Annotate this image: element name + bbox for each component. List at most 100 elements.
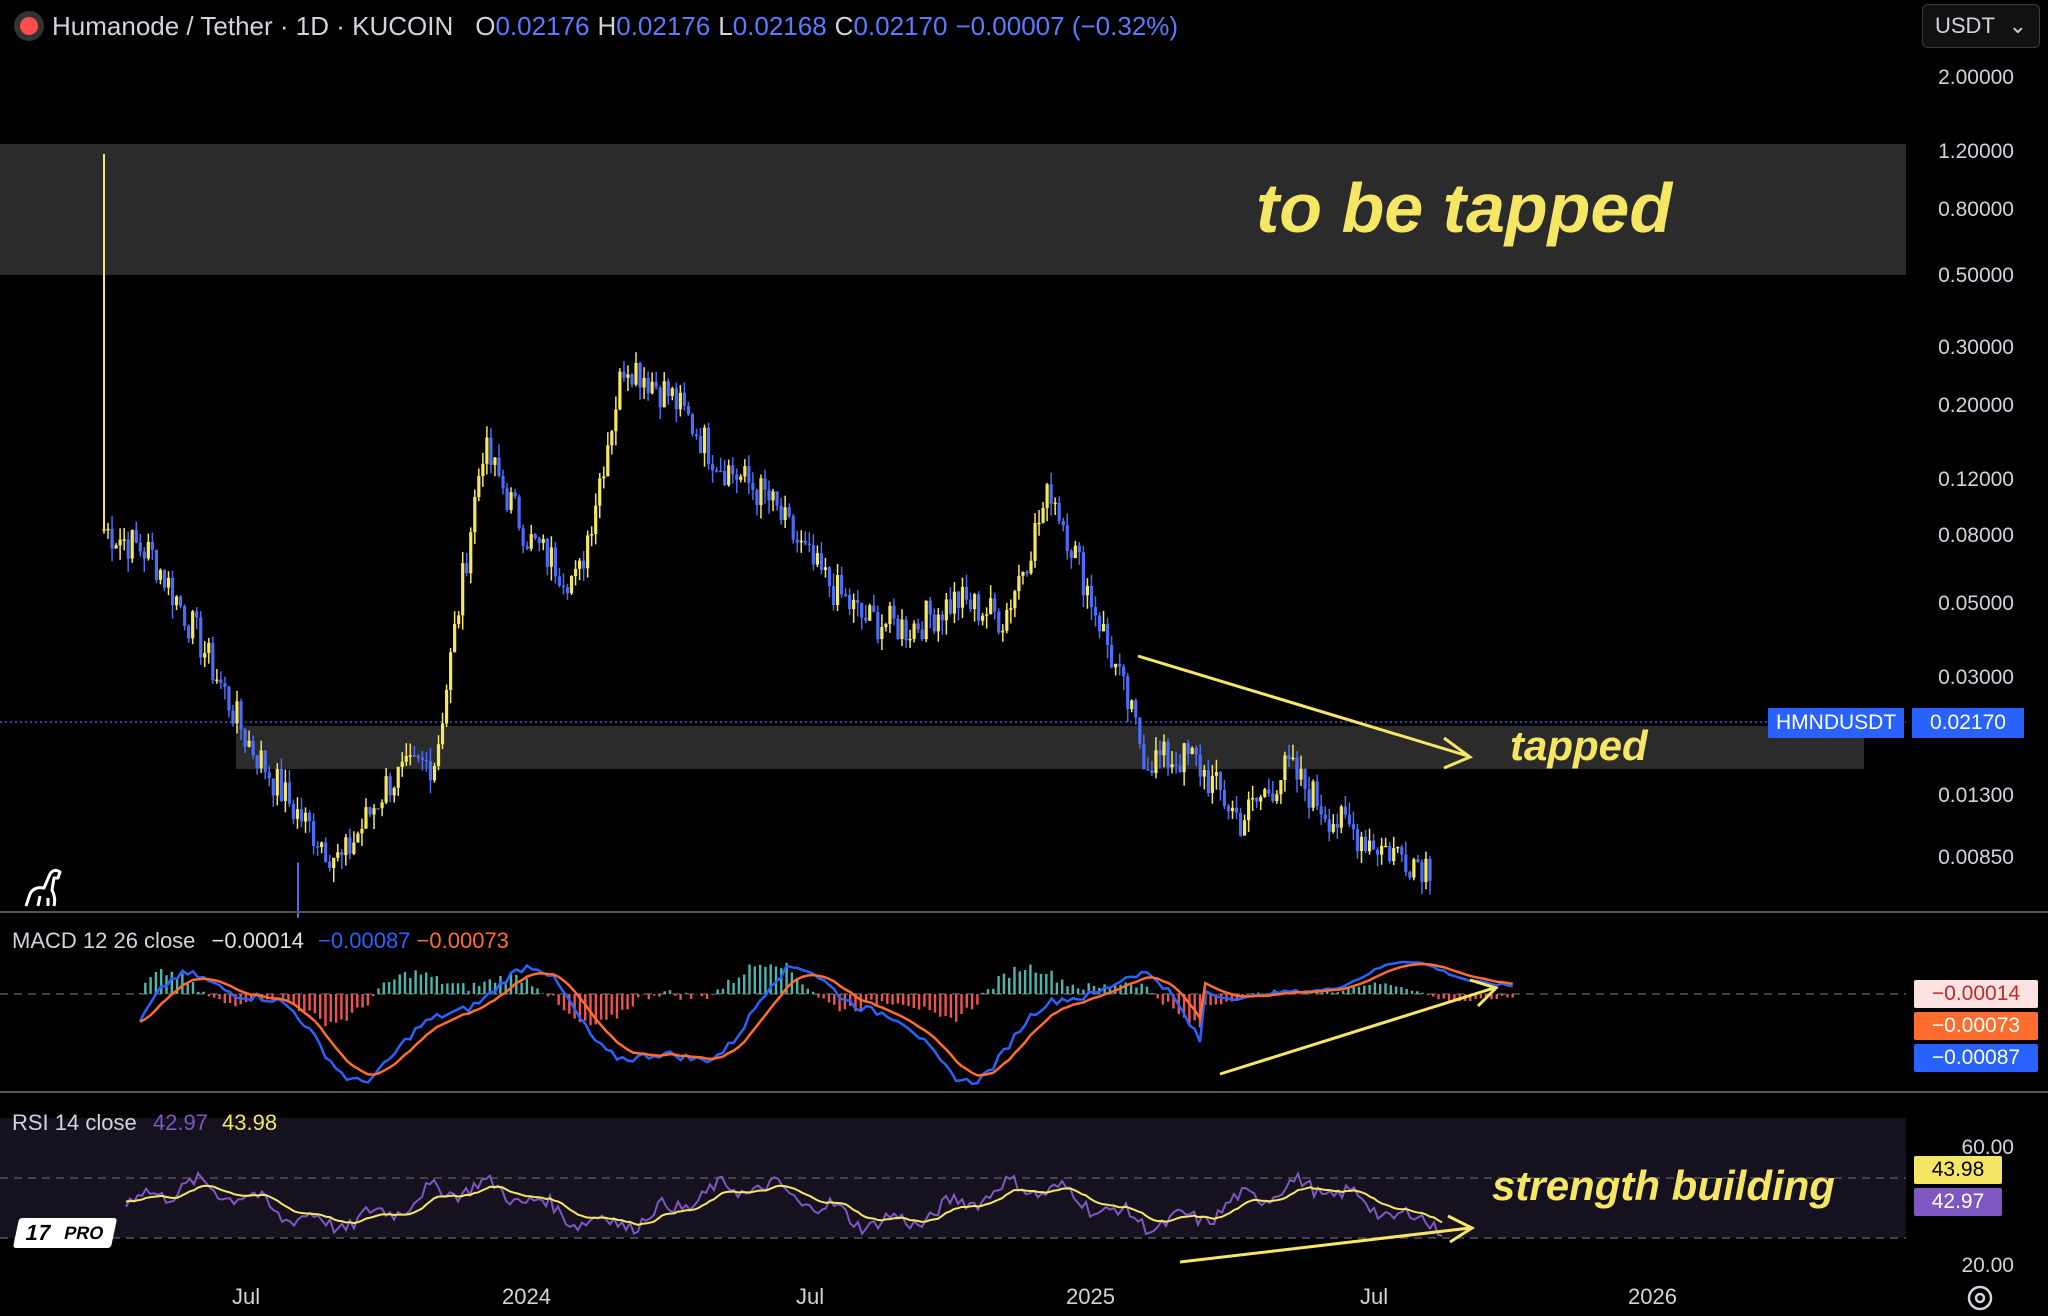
macd-hist-bar — [912, 994, 915, 1008]
candle-body — [747, 466, 751, 483]
macd-hist-bar — [599, 994, 603, 1020]
candle-body — [380, 802, 384, 809]
candle-body — [731, 465, 735, 475]
macd-hist-bar — [1209, 994, 1212, 1006]
candle-body — [477, 476, 481, 498]
candle-body — [735, 474, 739, 480]
macd-hist-bar — [658, 994, 661, 997]
macd-hist-bar — [1490, 994, 1493, 1000]
candle-body — [723, 470, 727, 486]
macd-hist-bar — [992, 988, 995, 994]
macd-hist-bar — [541, 993, 544, 994]
macd-hist-bar — [1474, 994, 1477, 1000]
macd-hist-bar — [425, 972, 428, 994]
macd-hist-bar — [1331, 992, 1334, 994]
candle-body — [856, 599, 860, 603]
candle-body — [126, 539, 130, 559]
price-axis-label: 0.80000 — [1938, 198, 2014, 221]
candle-body — [1190, 747, 1194, 755]
candle-body — [1045, 484, 1049, 508]
candle-body — [420, 757, 425, 760]
macd-hist-bar — [213, 994, 216, 998]
candle-body — [1053, 502, 1057, 505]
macd-hist-bar — [149, 977, 152, 994]
bottom-zone — [236, 726, 1864, 769]
candle-body — [755, 489, 759, 506]
candle-body — [1166, 741, 1170, 768]
macd-hist-bar — [891, 994, 894, 1005]
watermark-text: PRO — [62, 1222, 106, 1243]
tradingview-logo: 17 PRO — [12, 1218, 117, 1248]
macd-hist-bar — [1172, 994, 1175, 1009]
candle-body — [569, 576, 574, 594]
macd-hist-bar — [1363, 985, 1366, 994]
rsi-legend[interactable]: RSI 14 close 42.97 43.98 — [12, 1110, 277, 1136]
candle-body — [646, 377, 650, 394]
candle-body — [610, 431, 614, 446]
candle-body — [908, 638, 912, 641]
candle-body — [1214, 772, 1218, 776]
macd-hist-bar — [483, 981, 486, 994]
macd-hist-bar — [366, 994, 370, 1006]
candle-body — [1355, 829, 1360, 852]
candle-body — [658, 387, 662, 408]
candle-body — [860, 602, 864, 618]
macd-hist-bar — [1156, 994, 1159, 999]
candle-body — [118, 539, 122, 546]
macd-hist-bar — [1495, 994, 1498, 1000]
candle-body — [1210, 775, 1214, 794]
candle-body — [440, 723, 445, 745]
macd-hist-bar — [827, 994, 831, 1003]
candle-body — [618, 371, 622, 410]
macd-hist-bar — [1193, 994, 1196, 1021]
candle-body — [1327, 819, 1331, 832]
macd-hist-bar — [1161, 994, 1165, 1005]
candle-body — [243, 729, 247, 747]
macd-hist-bar — [705, 994, 709, 999]
macd-hist-bar — [880, 994, 884, 1002]
candle-body — [715, 470, 719, 472]
macd-hist-bar — [960, 994, 963, 1015]
candle-body — [952, 591, 957, 614]
macd-hist-bar — [970, 994, 974, 1010]
candle-body — [235, 701, 239, 724]
macd-hist-bar — [578, 994, 582, 1023]
candle-body — [166, 577, 171, 588]
macd-hist-bar — [573, 994, 576, 1019]
macd-hist-bar — [504, 981, 507, 994]
macd-hist-tag: −0.00014 — [1914, 980, 2038, 1008]
symbol-title[interactable]: Humanode / Tether · 1D · KUCOIN — [52, 10, 454, 41]
candle-body — [590, 534, 594, 536]
candle-body — [807, 543, 811, 546]
macd-hist-bar — [716, 989, 719, 994]
candle-body — [1194, 747, 1198, 755]
macd-hist-bar — [1135, 987, 1138, 994]
macd-hist-bar — [902, 994, 905, 1005]
candle-body — [1408, 872, 1412, 878]
candle-body — [1271, 793, 1275, 801]
candle-body — [1182, 743, 1186, 773]
candle-body — [1134, 700, 1138, 718]
candle-body — [779, 505, 783, 520]
macd-hist-bar — [727, 979, 730, 994]
candle-body — [1089, 585, 1094, 608]
macd-hist-bar — [271, 994, 274, 999]
gear-icon[interactable] — [1967, 1285, 1993, 1311]
macd-hist-bar — [430, 976, 433, 994]
macd-hist-bar — [287, 994, 290, 1003]
candle-body — [964, 586, 969, 600]
macd-hist-bar — [652, 994, 656, 996]
candle-body — [767, 489, 771, 501]
candles — [102, 153, 1432, 918]
candle-body — [993, 598, 997, 612]
candle-body — [1404, 854, 1408, 873]
chevron-down-icon: ⌄ — [2008, 13, 2027, 38]
candle-body — [412, 755, 416, 757]
macd-legend[interactable]: MACD 12 26 close −0.00014 −0.00087 −0.00… — [12, 928, 509, 954]
candle-body — [122, 539, 126, 541]
currency-select[interactable]: USDT ⌄ — [1922, 4, 2040, 48]
macd-hist-bar — [170, 971, 173, 994]
dinosaur-icon[interactable] — [20, 864, 68, 912]
macd-hist-bar — [1145, 986, 1149, 994]
